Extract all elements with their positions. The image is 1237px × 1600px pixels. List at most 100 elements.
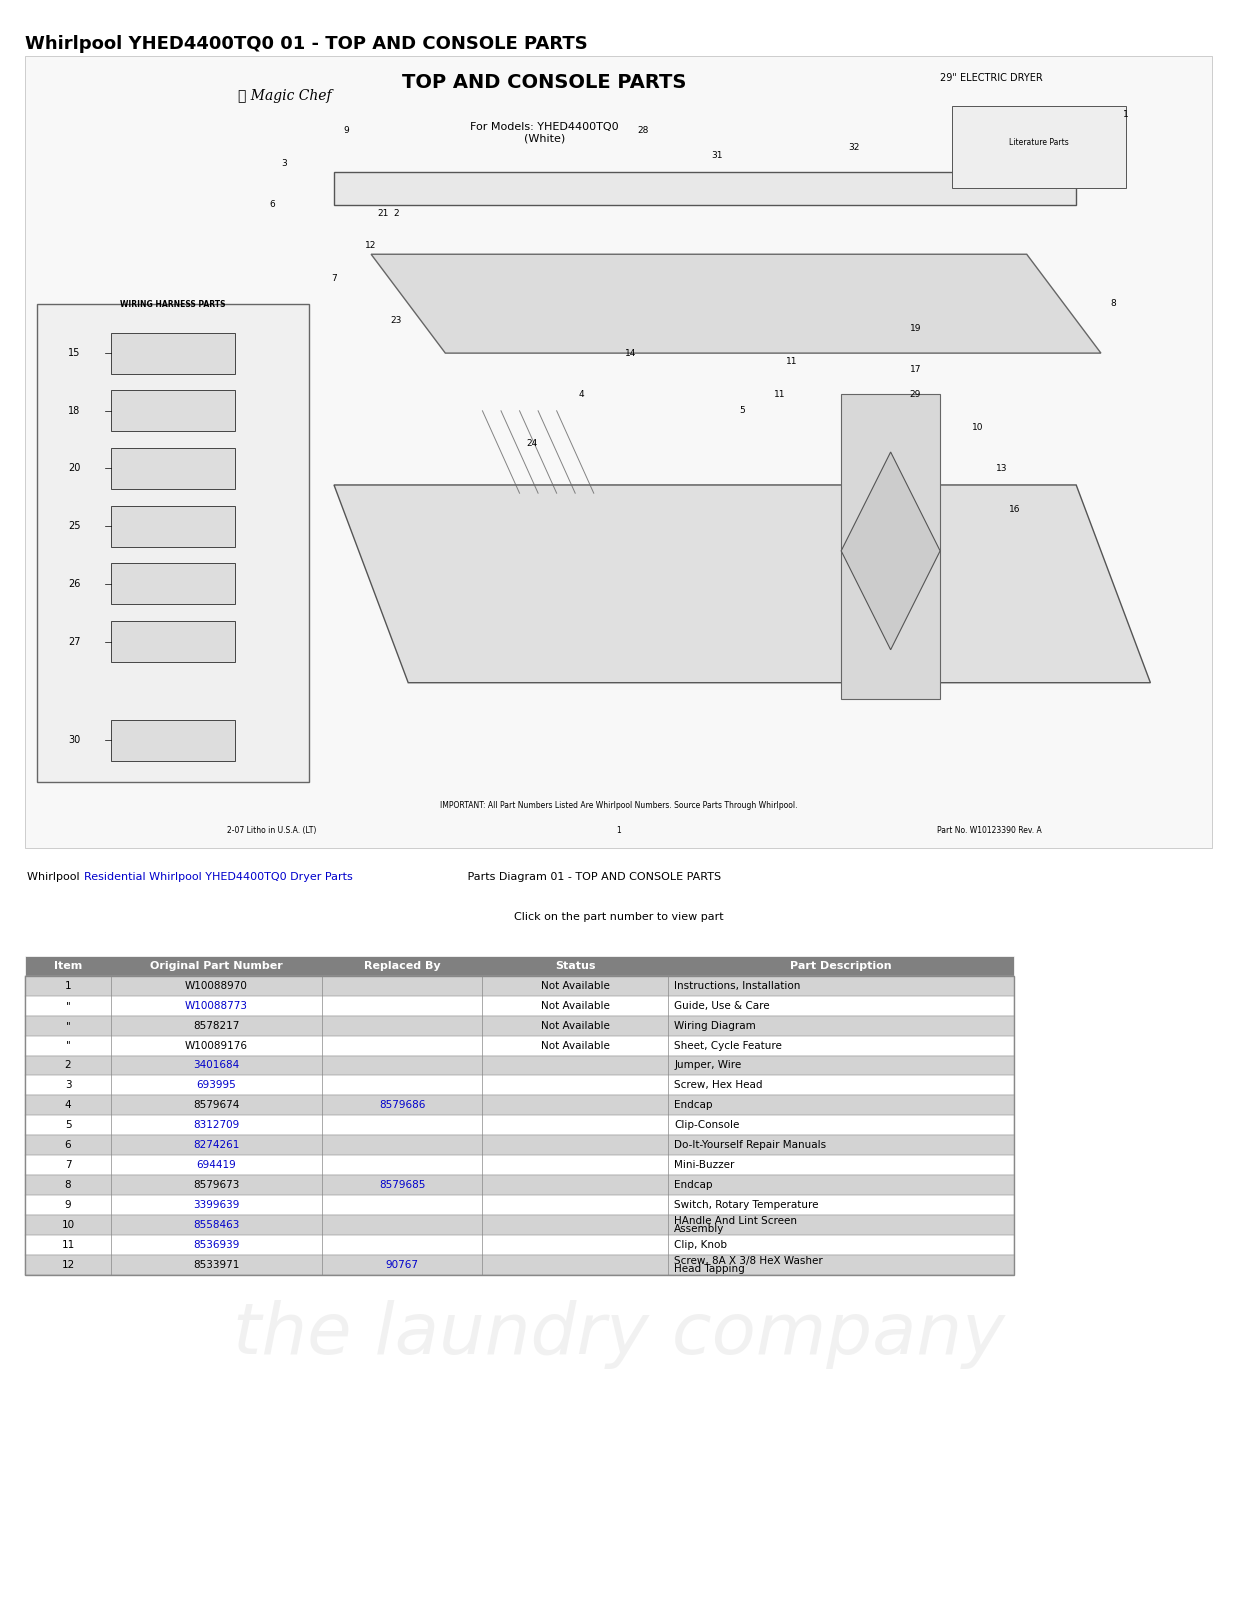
Text: 15: 15: [68, 349, 80, 358]
Text: 19: 19: [909, 323, 922, 333]
Text: 7: 7: [64, 1160, 72, 1170]
Text: IMPORTANT: All Part Numbers Listed Are Whirlpool Numbers. Source Parts Through W: IMPORTANT: All Part Numbers Listed Are W…: [439, 802, 798, 811]
Text: WIRING HARNESS PARTS: WIRING HARNESS PARTS: [120, 299, 226, 309]
Text: 11: 11: [62, 1240, 74, 1250]
Text: 10: 10: [971, 422, 983, 432]
Text: Part Description: Part Description: [790, 962, 892, 971]
Text: Not Available: Not Available: [541, 1021, 610, 1030]
FancyBboxPatch shape: [25, 1075, 1014, 1096]
Text: Whirlpool: Whirlpool: [27, 872, 83, 882]
Text: 8578217: 8578217: [193, 1021, 240, 1030]
Text: 2: 2: [64, 1061, 72, 1070]
Text: 6: 6: [270, 200, 275, 210]
Text: 90767: 90767: [386, 1259, 418, 1270]
FancyBboxPatch shape: [25, 1214, 1014, 1235]
Text: 11: 11: [773, 390, 785, 398]
Text: Sheet, Cycle Feature: Sheet, Cycle Feature: [674, 1040, 782, 1051]
FancyBboxPatch shape: [25, 1155, 1014, 1174]
Text: 2: 2: [393, 208, 398, 218]
Text: 1: 1: [1123, 110, 1128, 118]
Text: 8312709: 8312709: [193, 1120, 240, 1130]
Text: 20: 20: [68, 464, 80, 474]
FancyBboxPatch shape: [25, 1195, 1014, 1214]
Text: Assembly: Assembly: [674, 1224, 725, 1235]
Text: Head Tapping: Head Tapping: [674, 1264, 745, 1274]
Text: 8536939: 8536939: [193, 1240, 240, 1250]
FancyBboxPatch shape: [111, 333, 235, 374]
Text: 24: 24: [526, 440, 538, 448]
Text: Screw, 8A X 3/8 HeX Washer: Screw, 8A X 3/8 HeX Washer: [674, 1256, 823, 1266]
Text: 8579673: 8579673: [193, 1181, 240, 1190]
Text: 8: 8: [64, 1181, 72, 1190]
Text: 8579685: 8579685: [379, 1181, 426, 1190]
Text: 8533971: 8533971: [193, 1259, 240, 1270]
FancyBboxPatch shape: [25, 56, 1212, 848]
Text: W10088970: W10088970: [186, 981, 247, 990]
Text: 3: 3: [282, 158, 287, 168]
FancyBboxPatch shape: [25, 1096, 1014, 1115]
Text: 18: 18: [68, 406, 80, 416]
Text: 16: 16: [1008, 506, 1021, 514]
FancyBboxPatch shape: [25, 1035, 1014, 1056]
FancyBboxPatch shape: [111, 621, 235, 662]
Text: 28: 28: [637, 126, 649, 134]
Text: ": ": [66, 1000, 71, 1011]
Text: Mini-Buzzer: Mini-Buzzer: [674, 1160, 735, 1170]
Text: Jumper, Wire: Jumper, Wire: [674, 1061, 741, 1070]
Text: 11: 11: [785, 357, 798, 366]
FancyBboxPatch shape: [25, 1174, 1014, 1195]
Text: the laundry company: the laundry company: [262, 419, 975, 485]
Text: Not Available: Not Available: [541, 1000, 610, 1011]
Text: Screw, Hex Head: Screw, Hex Head: [674, 1080, 763, 1091]
Text: 29" ELECTRIC DRYER: 29" ELECTRIC DRYER: [940, 74, 1043, 83]
Text: 8274261: 8274261: [193, 1141, 240, 1150]
FancyBboxPatch shape: [25, 1136, 1014, 1155]
Text: Guide, Use & Care: Guide, Use & Care: [674, 1000, 769, 1011]
Text: Not Available: Not Available: [541, 981, 610, 990]
Text: 14: 14: [625, 349, 637, 358]
Text: Wiring Diagram: Wiring Diagram: [674, 1021, 756, 1030]
Text: Switch, Rotary Temperature: Switch, Rotary Temperature: [674, 1200, 819, 1210]
Text: Instructions, Installation: Instructions, Installation: [674, 981, 800, 990]
FancyBboxPatch shape: [25, 1235, 1014, 1254]
FancyBboxPatch shape: [111, 390, 235, 432]
Text: 8579686: 8579686: [379, 1101, 426, 1110]
Text: 3: 3: [64, 1080, 72, 1091]
Text: 8558463: 8558463: [193, 1219, 240, 1230]
Text: 8: 8: [1111, 299, 1116, 309]
Text: 9: 9: [64, 1200, 72, 1210]
FancyBboxPatch shape: [111, 563, 235, 605]
Text: Status: Status: [555, 962, 595, 971]
Text: Clip, Knob: Clip, Knob: [674, 1240, 727, 1250]
FancyBboxPatch shape: [37, 304, 309, 781]
Text: 31: 31: [711, 150, 724, 160]
FancyBboxPatch shape: [111, 506, 235, 547]
Text: 9: 9: [344, 126, 349, 134]
Text: 693995: 693995: [197, 1080, 236, 1091]
FancyBboxPatch shape: [25, 1056, 1014, 1075]
Polygon shape: [334, 171, 1076, 205]
Text: 25: 25: [68, 522, 80, 531]
Text: Click on the part number to view part: Click on the part number to view part: [513, 912, 724, 922]
FancyBboxPatch shape: [25, 995, 1014, 1016]
Text: 4: 4: [64, 1101, 72, 1110]
Text: 5: 5: [740, 406, 745, 416]
Text: Literature Parts: Literature Parts: [1009, 139, 1069, 147]
FancyBboxPatch shape: [952, 106, 1126, 189]
FancyBboxPatch shape: [25, 1254, 1014, 1275]
Polygon shape: [334, 485, 1150, 683]
Text: 21: 21: [377, 208, 390, 218]
Text: 1: 1: [64, 981, 72, 990]
Text: 7: 7: [332, 275, 336, 283]
Text: 3399639: 3399639: [193, 1200, 240, 1210]
Text: ": ": [66, 1021, 71, 1030]
Text: 12: 12: [365, 242, 377, 251]
Text: Parts Diagram 01 - TOP AND CONSOLE PARTS: Parts Diagram 01 - TOP AND CONSOLE PARTS: [464, 872, 721, 882]
Text: 13: 13: [996, 464, 1008, 474]
FancyBboxPatch shape: [25, 955, 1014, 976]
Text: Residential Whirlpool YHED4400TQ0 Dryer Parts: Residential Whirlpool YHED4400TQ0 Dryer …: [84, 872, 353, 882]
Text: 12: 12: [62, 1259, 74, 1270]
Text: Part No. W10123390 Rev. A: Part No. W10123390 Rev. A: [938, 826, 1042, 835]
Text: 26: 26: [68, 579, 80, 589]
Text: 1: 1: [616, 826, 621, 835]
